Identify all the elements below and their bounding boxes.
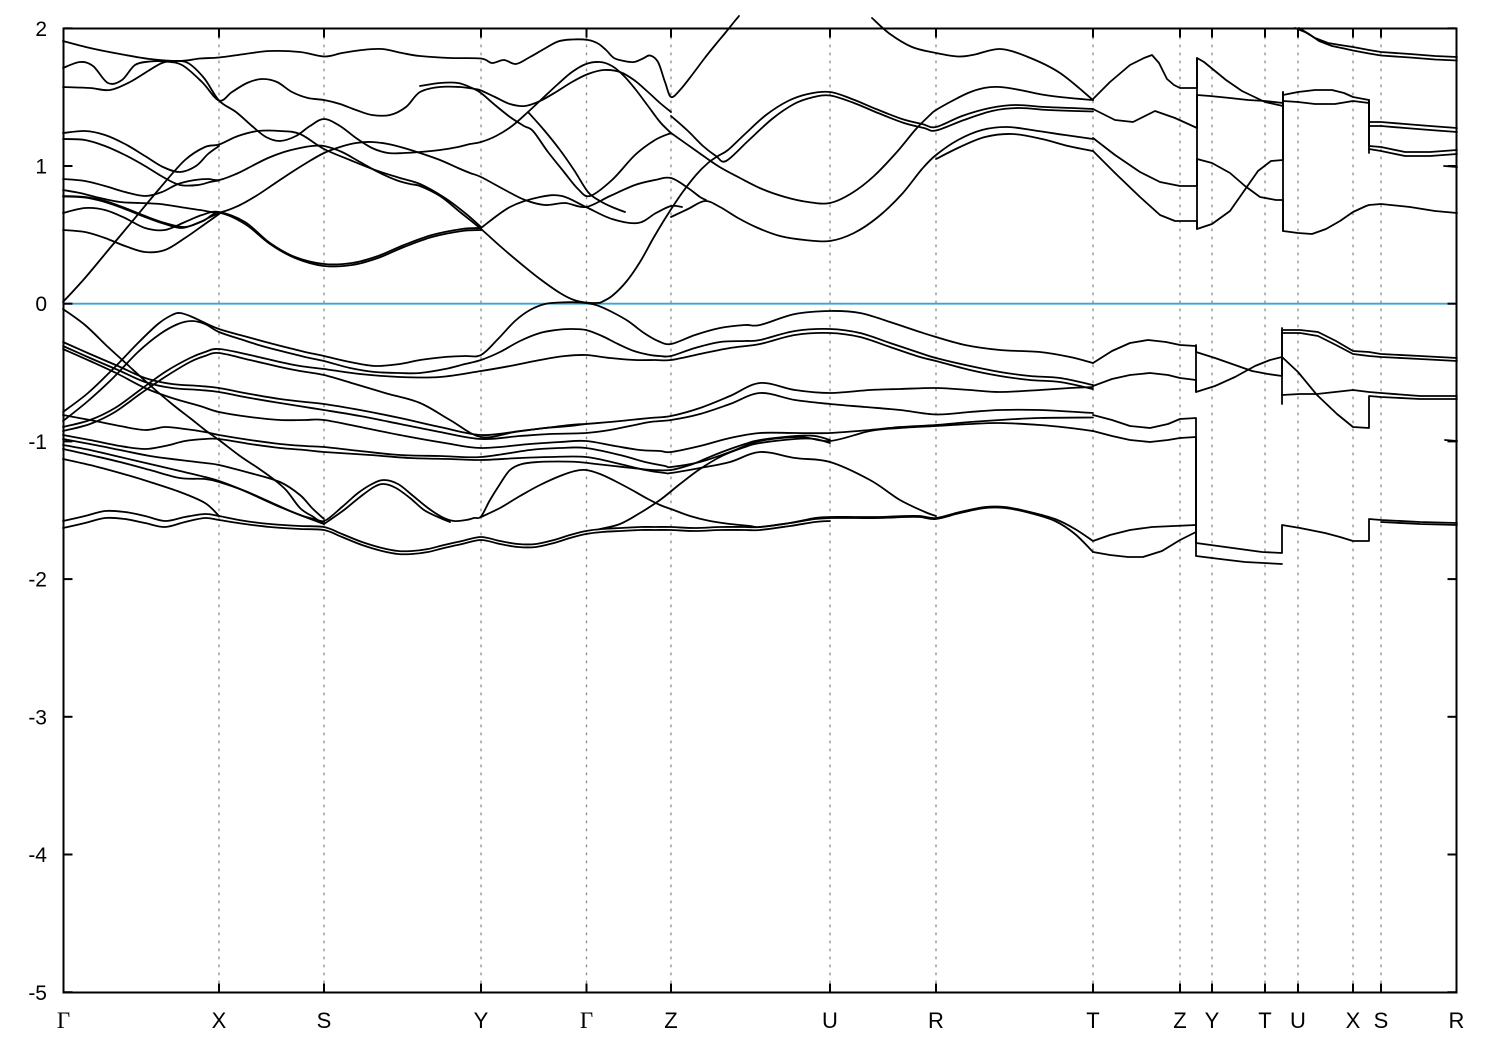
svg-text:X: X <box>212 1008 227 1033</box>
svg-text:T: T <box>1258 1008 1271 1033</box>
svg-text:-5: -5 <box>28 982 47 1005</box>
svg-text:X: X <box>1346 1008 1361 1033</box>
svg-text:0: 0 <box>35 293 47 316</box>
svg-text:Z: Z <box>1173 1008 1186 1033</box>
svg-text:1: 1 <box>35 156 47 179</box>
svg-text:2: 2 <box>35 18 47 41</box>
svg-text:Γ: Γ <box>57 1008 70 1033</box>
svg-text:U: U <box>1290 1008 1306 1033</box>
svg-text:S: S <box>1374 1008 1389 1033</box>
svg-text:T: T <box>1086 1008 1099 1033</box>
svg-text:U: U <box>822 1008 838 1033</box>
svg-text:-4: -4 <box>28 844 47 867</box>
svg-text:-1: -1 <box>28 431 47 454</box>
svg-text:-2: -2 <box>28 569 47 592</box>
svg-text:Z: Z <box>664 1008 677 1033</box>
svg-text:Γ: Γ <box>580 1008 593 1033</box>
svg-text:S: S <box>317 1008 332 1033</box>
svg-text:Y: Y <box>1205 1008 1220 1033</box>
svg-text:Y: Y <box>474 1008 489 1033</box>
svg-text:-3: -3 <box>28 706 47 729</box>
svg-text:R: R <box>928 1008 944 1033</box>
svg-text:R: R <box>1449 1008 1465 1033</box>
